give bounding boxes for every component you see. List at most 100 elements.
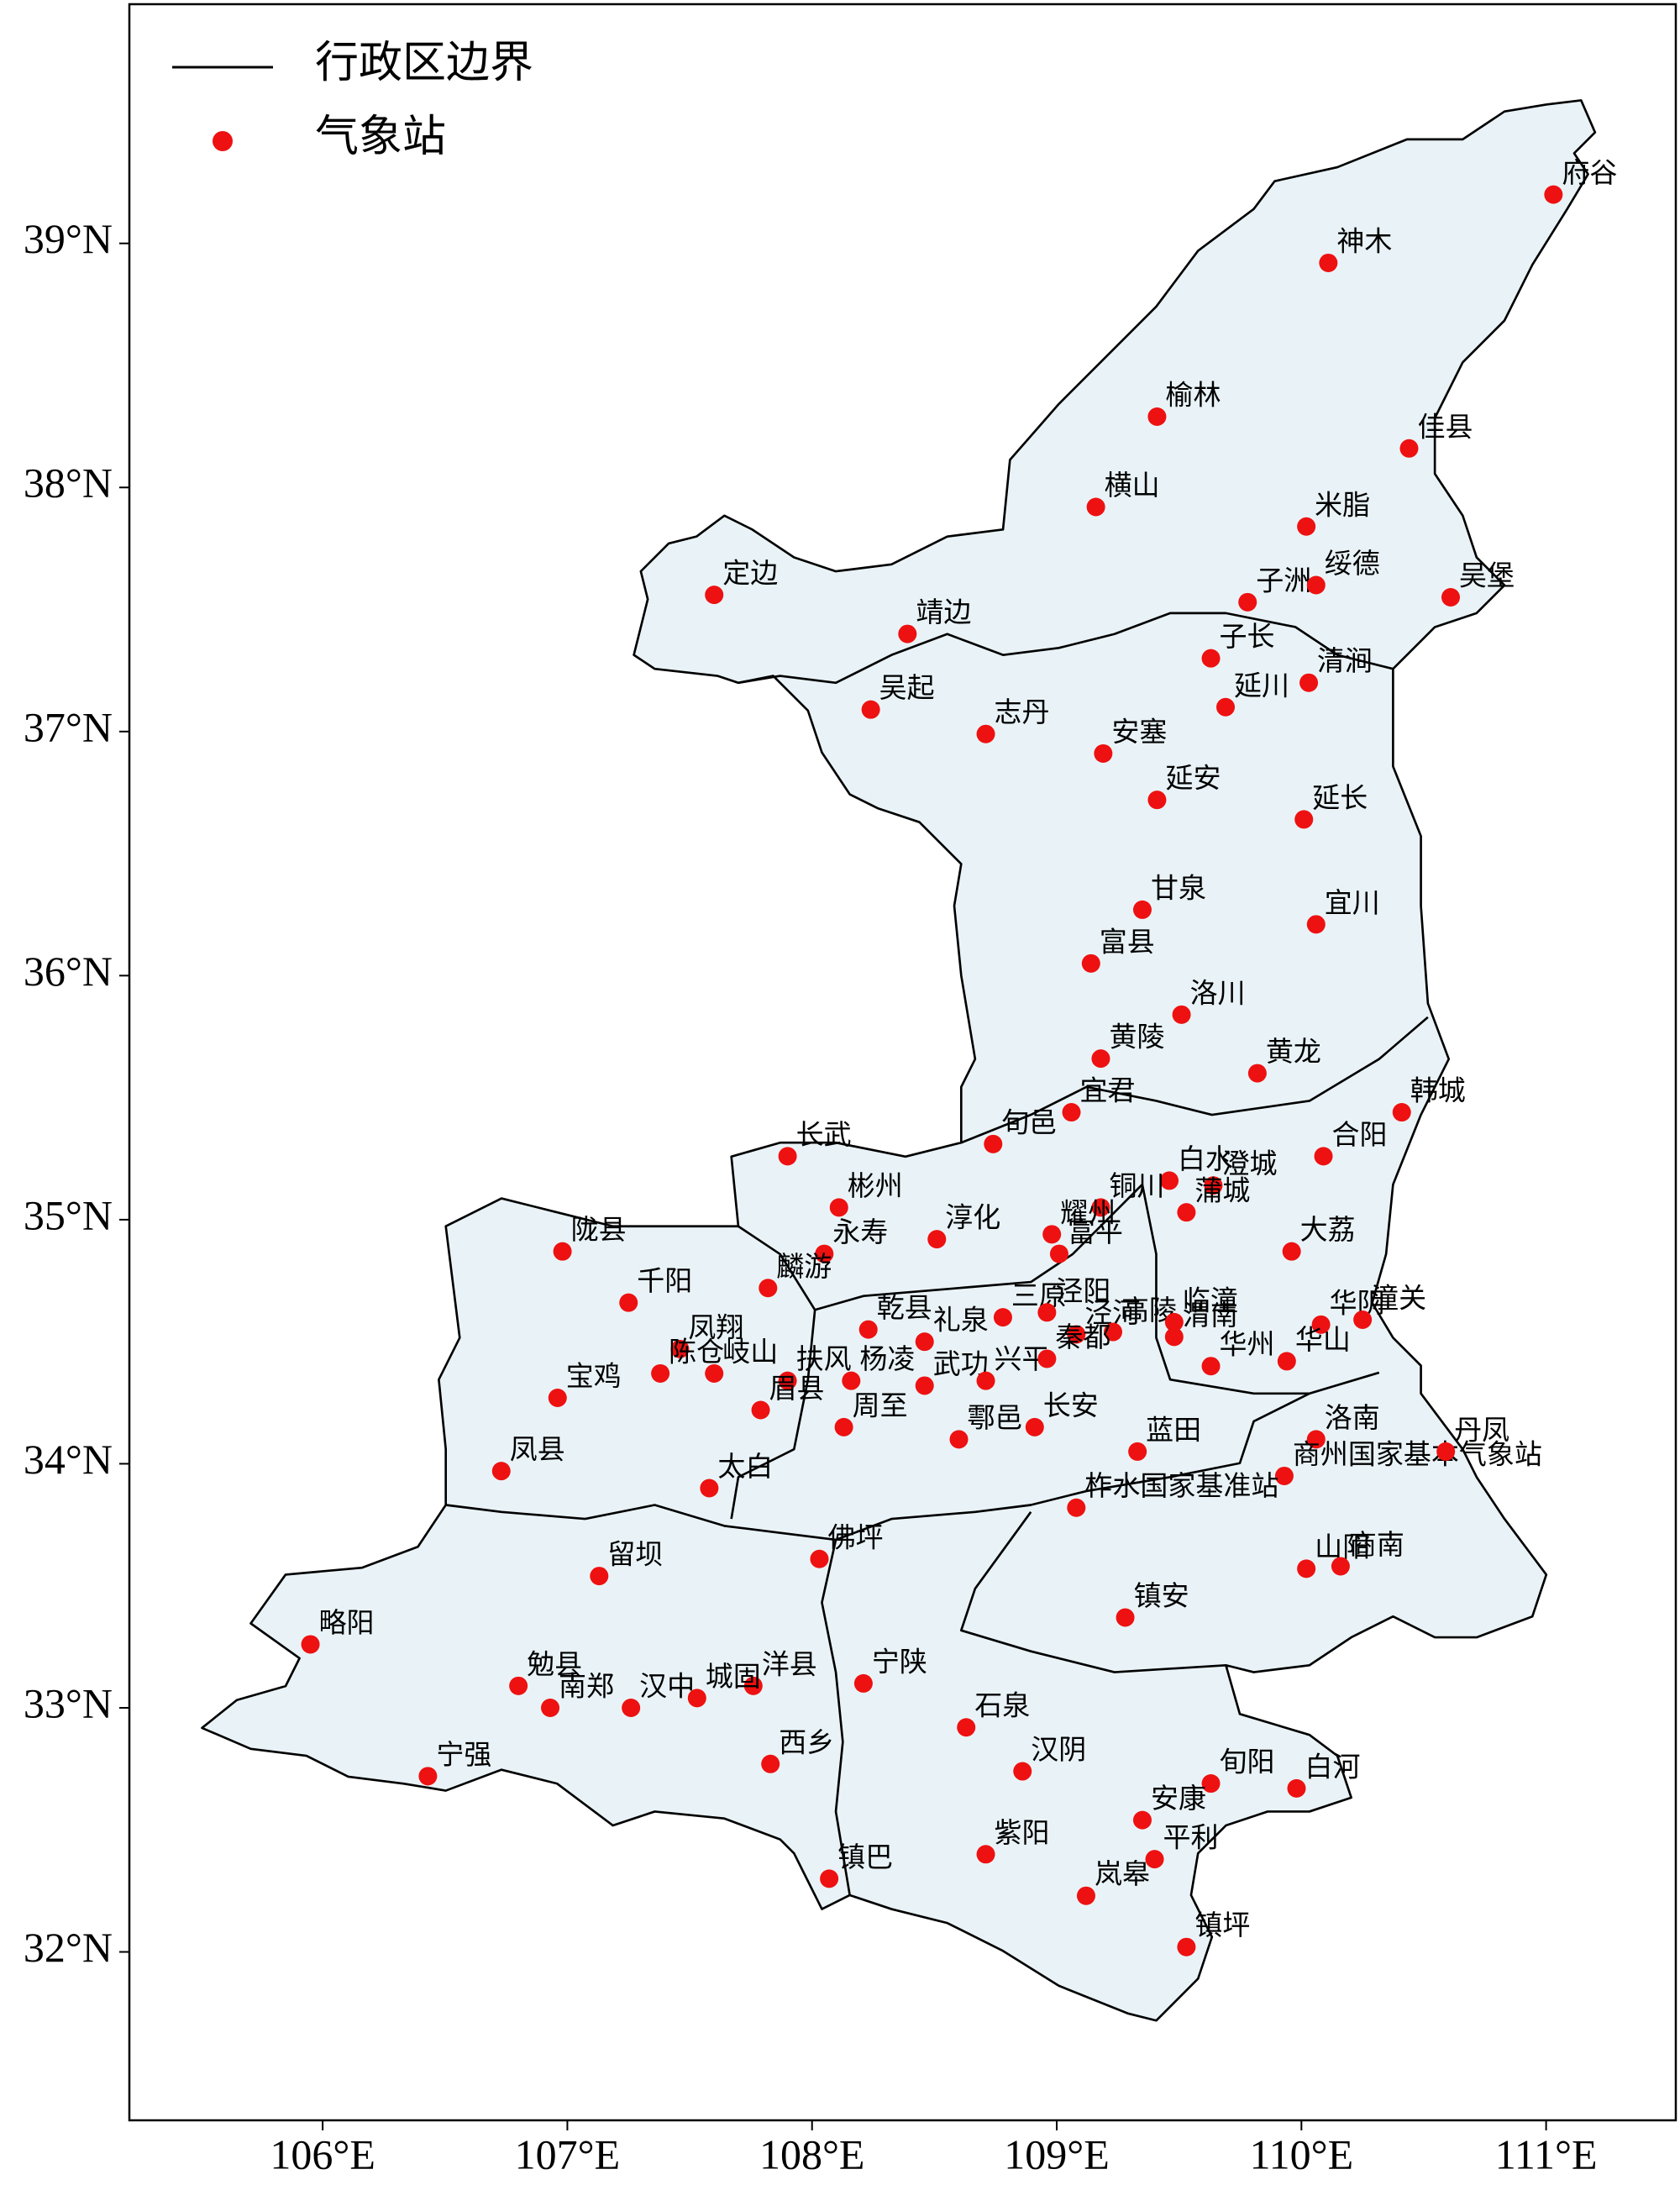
station (1287, 1778, 1306, 1798)
station-label: 大荔 (1300, 1213, 1356, 1246)
station-label: 柞水国家基准站 (1084, 1469, 1278, 1502)
station-label: 韩城 (1410, 1074, 1466, 1107)
legend-marker (213, 131, 233, 151)
station-label: 长安 (1043, 1389, 1099, 1421)
station (898, 624, 917, 643)
x-tick-label: 108°E (759, 2130, 865, 2177)
station-label: 宝鸡 (566, 1359, 622, 1392)
station-label: 淳化 (945, 1201, 1000, 1234)
station (1392, 1103, 1411, 1122)
station-label: 鄠邑 (967, 1401, 1022, 1434)
station-label: 石泉 (974, 1689, 1030, 1722)
station (1164, 1327, 1184, 1347)
station-label: 定边 (722, 557, 778, 590)
station (1311, 1315, 1331, 1334)
station (957, 1718, 976, 1737)
station-label: 镇安 (1134, 1579, 1189, 1612)
station-label: 岐山 (722, 1335, 778, 1368)
station (1247, 1064, 1267, 1083)
station (858, 1320, 878, 1339)
station (1104, 1322, 1123, 1342)
station-label: 洛川 (1190, 976, 1246, 1009)
station-label: 临潼 (1183, 1284, 1238, 1316)
station (509, 1676, 528, 1695)
station-label: 澄城 (1221, 1148, 1277, 1180)
station-label: 宜君 (1079, 1074, 1135, 1107)
station (820, 1869, 839, 1888)
station-label: 华山 (1295, 1323, 1351, 1356)
legend-label: 行政区边界 (315, 38, 533, 88)
station (1399, 439, 1419, 458)
station (1299, 673, 1319, 692)
x-tick-label: 111°E (1495, 2130, 1598, 2177)
station-label: 宜川 (1325, 886, 1380, 919)
station-label: 宁强 (436, 1738, 491, 1771)
station-label: 勉县 (527, 1647, 582, 1680)
legend-label: 气象站 (315, 112, 446, 162)
station (1238, 592, 1257, 612)
station (1145, 1850, 1164, 1869)
station-label: 米脂 (1315, 488, 1370, 521)
region-boundary (821, 1539, 851, 1896)
station (548, 1388, 567, 1407)
station (1331, 1557, 1350, 1576)
station-label: 洋县 (762, 1647, 817, 1680)
station (1147, 790, 1167, 810)
station (1353, 1310, 1373, 1330)
station-label: 周至 (853, 1389, 908, 1421)
station-label: 平利 (1163, 1821, 1219, 1854)
station-label: 千阳 (637, 1264, 692, 1297)
station-label: 丹凤 (1454, 1413, 1509, 1446)
station-label: 汉阴 (1031, 1733, 1086, 1766)
station (984, 1134, 1003, 1153)
station (1277, 1352, 1296, 1371)
region-boundary (445, 1371, 1380, 1542)
station (1306, 915, 1326, 934)
station-label: 佛坪 (827, 1521, 883, 1553)
station (553, 1242, 572, 1261)
station-label: 子洲 (1256, 564, 1311, 596)
station-label: 黄陵 (1109, 1021, 1164, 1053)
station-label: 永寿 (832, 1216, 888, 1248)
station-label: 泾阳 (1055, 1274, 1110, 1307)
station (1282, 1242, 1301, 1261)
station-label: 城固 (706, 1660, 761, 1693)
station (1274, 1466, 1294, 1485)
station (853, 1673, 873, 1693)
station-label: 陈仓 (669, 1335, 724, 1368)
station-label: 富县 (1100, 925, 1155, 958)
station (1147, 407, 1167, 427)
station-label: 留坝 (607, 1538, 663, 1571)
station (743, 1676, 763, 1695)
station (976, 1845, 995, 1864)
station (810, 1549, 829, 1568)
station (1177, 1937, 1196, 1957)
x-tick-label: 107°E (515, 2130, 621, 2177)
station (1201, 649, 1221, 668)
station-label: 渭南 (1183, 1299, 1238, 1331)
station (705, 586, 724, 605)
station-label: 商南 (1349, 1528, 1404, 1561)
station (1132, 1810, 1152, 1830)
station (993, 1308, 1012, 1327)
station-label: 榆林 (1165, 379, 1221, 412)
station-label: 安康 (1151, 1782, 1206, 1815)
station (1094, 743, 1113, 763)
station (1091, 1198, 1110, 1217)
station (1037, 1349, 1057, 1368)
station (1297, 1559, 1316, 1578)
station (1306, 1430, 1326, 1449)
station (761, 1754, 780, 1773)
y-tick-label: 39°N (24, 215, 113, 262)
station-label: 吴起 (879, 671, 935, 704)
station-label: 岚皋 (1095, 1857, 1150, 1890)
station (705, 1363, 724, 1383)
region-boundary (814, 1184, 1143, 1311)
station-label: 陇县 (571, 1213, 627, 1246)
station-label: 礼泉 (933, 1304, 989, 1337)
station (976, 1371, 995, 1390)
station-label: 镇坪 (1194, 1909, 1250, 1941)
station (1177, 1203, 1196, 1222)
station-label: 扶风 (796, 1342, 852, 1375)
